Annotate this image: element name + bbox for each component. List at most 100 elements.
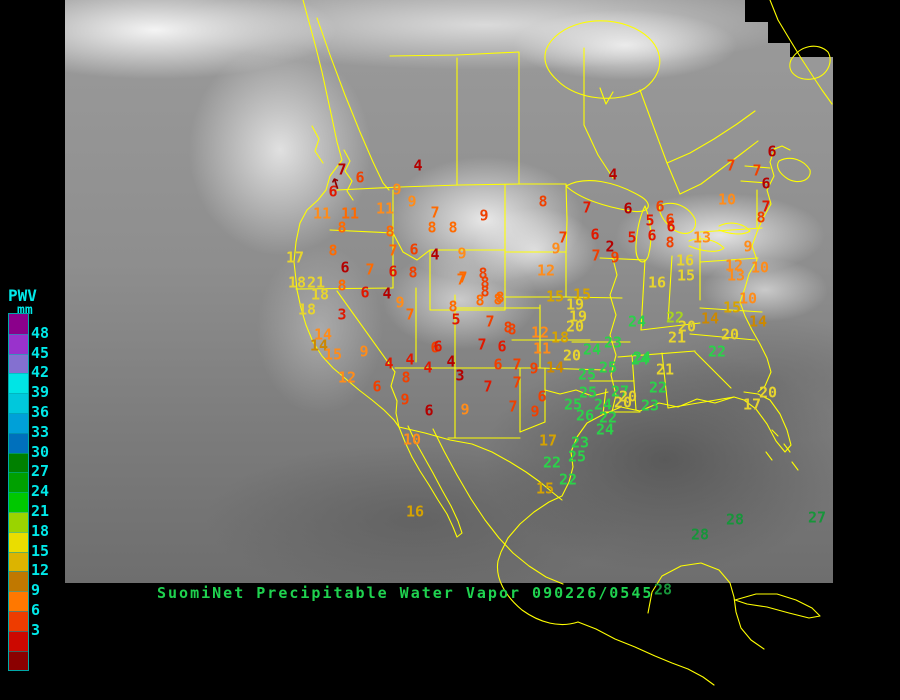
station-value: 4 xyxy=(405,350,415,369)
station-value: 4 xyxy=(413,156,423,175)
station-value: 8 xyxy=(478,264,488,283)
station-value: 25 xyxy=(577,365,597,384)
satellite-image xyxy=(65,0,833,583)
station-value: 8 xyxy=(480,273,490,292)
station-value: 2 xyxy=(605,237,615,256)
station-value: 7 xyxy=(483,377,493,396)
station-value: 8 xyxy=(385,222,395,241)
legend-color-cell xyxy=(9,571,28,592)
station-value: 3 xyxy=(455,366,465,385)
station-value: 22 xyxy=(707,342,727,361)
station-value: 6 xyxy=(767,142,777,161)
station-value: 19 xyxy=(568,307,588,326)
station-value: 9 xyxy=(743,237,753,256)
station-value: 8 xyxy=(337,276,347,295)
station-value: 6 xyxy=(497,337,507,356)
station-value: 18 xyxy=(310,285,330,304)
station-value: 20 xyxy=(720,325,740,344)
station-value: 8 xyxy=(538,192,548,211)
station-value: 7 xyxy=(485,312,495,331)
station-value: 25 xyxy=(563,395,583,414)
legend-tick-label: 21 xyxy=(31,502,50,520)
station-value: 28 xyxy=(653,580,673,599)
station-value: 17 xyxy=(538,431,558,450)
station-value: 11 xyxy=(340,204,360,223)
station-value: 9 xyxy=(457,244,467,263)
legend-tick-label: 3 xyxy=(31,620,41,639)
station-value: 9 xyxy=(395,293,405,312)
station-value: 6 xyxy=(328,182,338,201)
station-value: 3 xyxy=(337,305,347,324)
station-value: 7 xyxy=(582,198,592,217)
station-value: 24 xyxy=(632,348,652,367)
station-value: 27 xyxy=(807,508,827,527)
legend-tick-label: 36 xyxy=(31,403,50,421)
legend-color-cell xyxy=(9,373,28,394)
scan-edge-notch xyxy=(768,22,833,43)
legend-color-cell xyxy=(9,492,28,512)
station-value: 8 xyxy=(475,291,485,310)
legend-tick-label: 9 xyxy=(31,581,41,600)
legend-color-cell xyxy=(9,314,28,334)
station-value: 4 xyxy=(608,165,618,184)
station-value: 7 xyxy=(477,335,487,354)
station-value: 22 xyxy=(598,408,618,427)
station-value: 7 xyxy=(337,160,347,179)
station-value: 7 xyxy=(430,203,440,222)
station-value: 12 xyxy=(337,368,357,387)
station-value: 24 xyxy=(582,340,602,359)
station-value: 9 xyxy=(392,180,402,199)
station-value: 6 xyxy=(647,226,657,245)
station-value: 16 xyxy=(405,502,425,521)
station-value: 14 xyxy=(700,309,720,328)
station-value: 4 xyxy=(384,354,394,373)
station-value: 7 xyxy=(726,156,736,175)
legend-color-cell xyxy=(9,591,28,611)
station-value: 6 xyxy=(666,217,676,236)
legend-tick-label: 33 xyxy=(31,422,50,441)
station-value: 6 xyxy=(355,168,365,187)
station-value: 14 xyxy=(313,325,333,344)
station-value: 6 xyxy=(409,240,419,259)
station-value: 24 xyxy=(627,312,647,331)
legend-tick-label: 48 xyxy=(31,323,50,342)
station-value: 22 xyxy=(558,470,578,489)
station-value: 9 xyxy=(359,342,369,361)
station-value: 14 xyxy=(748,312,768,331)
station-value: 12 xyxy=(724,256,744,275)
station-value: 8 xyxy=(495,288,505,307)
station-value: 8 xyxy=(448,297,458,316)
legend-color-cell xyxy=(9,412,28,433)
station-value: 7 xyxy=(752,161,762,180)
image-title: SuomiNet Precipitable Water Vapor 090226… xyxy=(157,584,654,602)
legend-tick-label: 30 xyxy=(31,442,50,461)
station-value: 11 xyxy=(375,199,395,218)
station-value: 7 xyxy=(456,270,466,289)
station-value: 4 xyxy=(430,245,440,264)
station-value: 24 xyxy=(595,420,615,439)
station-value: 10 xyxy=(717,190,737,209)
station-value: 22 xyxy=(648,378,668,397)
station-value: 9 xyxy=(460,400,470,419)
legend-tick-label: 6 xyxy=(31,601,41,619)
station-value: 9 xyxy=(400,390,410,409)
legend-color-cell xyxy=(9,452,28,473)
station-value: 8 xyxy=(401,368,411,387)
station-value: 5 xyxy=(627,228,637,247)
station-value: 15 xyxy=(676,266,696,285)
station-value: 20 xyxy=(758,383,778,402)
legend-tick-label: 12 xyxy=(31,561,50,580)
station-value: 6 xyxy=(761,174,771,193)
station-value: 4 xyxy=(423,358,433,377)
station-value: 24 xyxy=(593,395,613,414)
station-value: 6 xyxy=(360,283,370,302)
legend-tick-label: 27 xyxy=(31,462,50,481)
station-value: 15 xyxy=(545,287,565,306)
station-value: 15 xyxy=(722,298,742,317)
station-value: 25 xyxy=(598,358,618,377)
legend-color-cell xyxy=(9,650,28,671)
station-value: 11 xyxy=(532,339,552,358)
station-value: 7 xyxy=(458,268,468,287)
station-value: 9 xyxy=(530,402,540,421)
